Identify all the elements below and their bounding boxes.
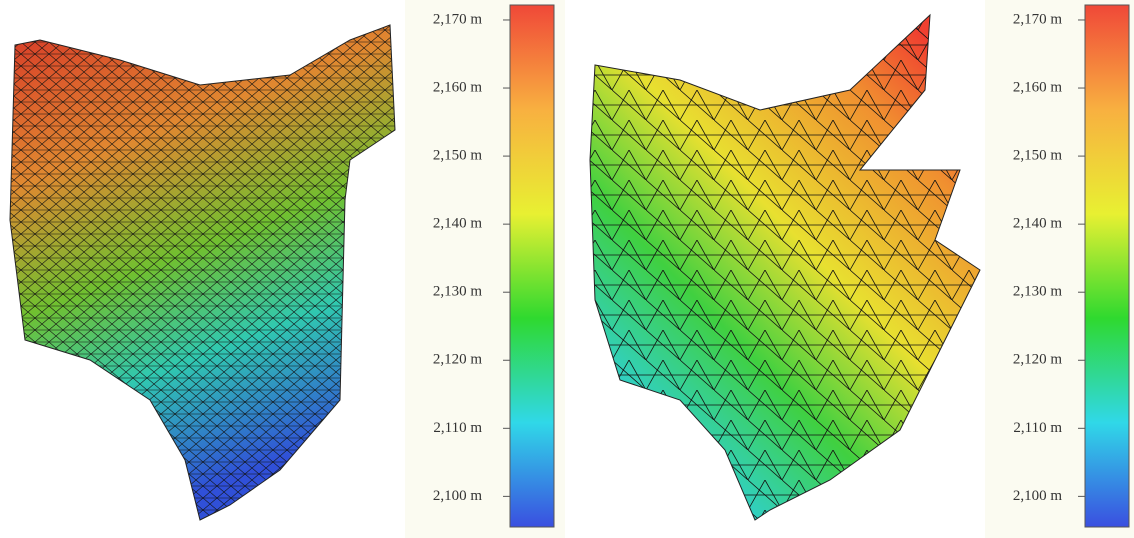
tick-label: 2,130 m <box>1013 284 1063 300</box>
tick-label: 2,140 m <box>1013 216 1063 232</box>
terrain-mesh-right <box>590 15 980 520</box>
tick-label: 2,170 m <box>1013 11 1063 27</box>
tick-label: 2,130 m <box>433 284 483 300</box>
tick-label: 2,120 m <box>1013 352 1063 368</box>
tick-label: 2,160 m <box>433 79 483 95</box>
tick-label: 2,150 m <box>1013 148 1063 164</box>
tick-label: 2,100 m <box>1013 488 1063 504</box>
tick-label: 2,120 m <box>433 352 483 368</box>
terrain-mesh-left <box>10 25 395 520</box>
tick-label: 2,160 m <box>1013 79 1063 95</box>
tick-label: 2,100 m <box>433 488 483 504</box>
colorbar <box>1085 5 1129 527</box>
tick-label: 2,150 m <box>433 148 483 164</box>
tick-label: 2,170 m <box>433 11 483 27</box>
colorbar <box>510 5 554 527</box>
tick-label: 2,110 m <box>433 420 482 436</box>
tick-label: 2,140 m <box>433 216 483 232</box>
figure: 2,100 m 2,110 m 2,120 m 2,130 m 2,140 m 2,150… <box>0 0 1134 538</box>
tick-label: 2,110 m <box>1013 420 1062 436</box>
